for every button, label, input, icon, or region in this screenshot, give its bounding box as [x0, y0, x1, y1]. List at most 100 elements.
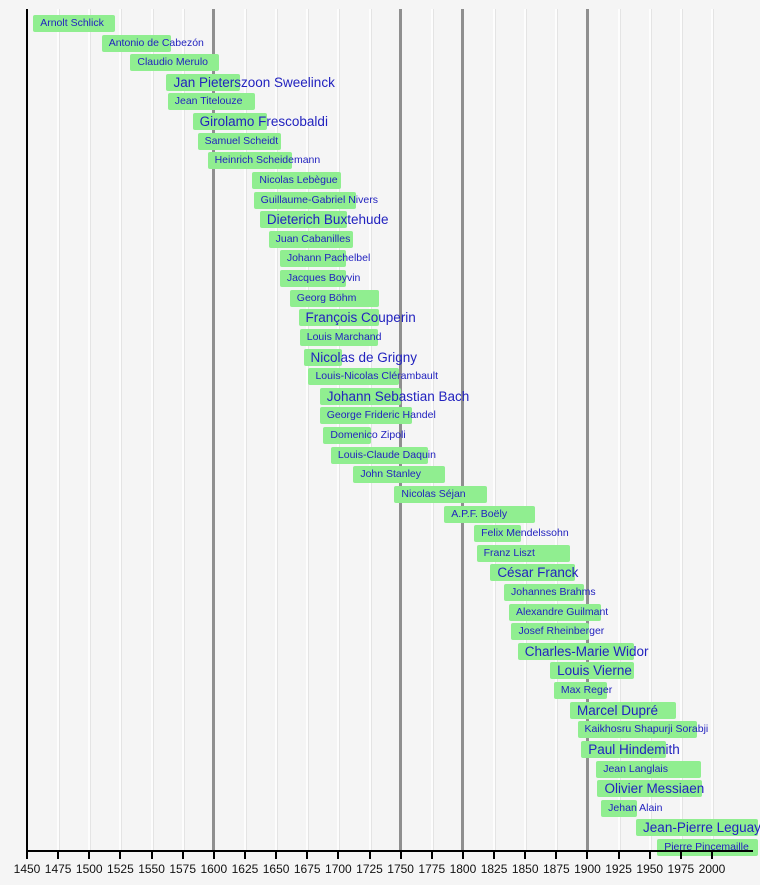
composer-bar[interactable]: Felix Mendelssohn: [474, 525, 569, 543]
composer-name-link[interactable]: Domenico Zipoli: [330, 429, 406, 442]
composer-name-link[interactable]: Marcel Dupré: [577, 702, 659, 718]
composer-bar[interactable]: Pierre Pincemaille: [657, 839, 758, 857]
composer-bar[interactable]: A.P.F. Boëly: [444, 505, 536, 523]
composer-bar[interactable]: George Frideric Handel: [319, 407, 436, 425]
composer-bar[interactable]: Alexandre Guilmant: [509, 603, 608, 621]
composer-name-link[interactable]: Alexandre Guilmant: [516, 605, 609, 618]
composer-name-link[interactable]: Johann Sebastian Bach: [326, 388, 470, 404]
composer-bar[interactable]: John Stanley: [353, 466, 446, 484]
composer-bar[interactable]: César Franck: [490, 564, 579, 582]
composer-name-link[interactable]: Girolamo Frescobaldi: [199, 114, 328, 130]
composer-name-link[interactable]: Felix Mendelssohn: [481, 527, 569, 540]
composer-name-link[interactable]: Nicolas de Grigny: [310, 349, 418, 365]
axis-tick-label: 1900: [574, 862, 601, 876]
composer-bar[interactable]: Josef Rheinberger: [511, 623, 604, 641]
composer-bar[interactable]: Paul Hindemith: [581, 740, 680, 758]
composer-name-link[interactable]: Louis-Nicolas Clérambault: [315, 370, 439, 383]
composer-bar[interactable]: Jean-Pierre Leguay: [636, 819, 760, 837]
composer-name-link[interactable]: Samuel Scheidt: [204, 134, 279, 147]
composer-bar[interactable]: Jan Pieterszoon Sweelinck: [166, 73, 335, 91]
composer-name-link[interactable]: Claudio Merulo: [137, 56, 208, 69]
composer-bar[interactable]: Jehan Alain: [601, 799, 662, 817]
composer-bar[interactable]: Louis Marchand: [299, 328, 381, 346]
composer-name-link[interactable]: Louis Marchand: [306, 330, 382, 343]
composer-name-link[interactable]: Louis-Claude Daquin: [337, 448, 436, 461]
composer-name-link[interactable]: Jehan Alain: [608, 801, 663, 814]
composer-bar[interactable]: Georg Böhm: [289, 289, 380, 307]
gridline-year: [150, 9, 154, 850]
composer-name-link[interactable]: Jean-Pierre Leguay: [643, 820, 760, 836]
axis-tick: [368, 852, 371, 859]
composer-name-link[interactable]: Paul Hindemith: [588, 741, 680, 757]
composer-bar[interactable]: Franz Liszt: [476, 544, 571, 562]
composer-name-link[interactable]: Heinrich Scheidemann: [214, 154, 321, 167]
gridline-year: [275, 9, 279, 850]
composer-bar[interactable]: Jean Titelouze: [167, 93, 255, 111]
era-divider-line: [585, 9, 589, 850]
composer-bar[interactable]: François Couperin: [298, 309, 416, 327]
composer-name-link[interactable]: César Franck: [497, 565, 579, 581]
axis-tick-label: 1975: [667, 862, 695, 876]
composer-name-link[interactable]: Johann Pachelbel: [286, 252, 371, 265]
composer-bar[interactable]: Johann Sebastian Bach: [319, 387, 469, 405]
composer-bar[interactable]: Guillaume-Gabriel Nivers: [253, 191, 378, 209]
composer-bar[interactable]: Claudio Merulo: [130, 54, 219, 72]
composer-bar[interactable]: Olivier Messiaen: [597, 780, 705, 798]
composer-name-link[interactable]: Juan Cabanilles: [275, 232, 351, 245]
gridline-year: [306, 9, 310, 850]
composer-bar[interactable]: Kaikhosru Shapurji Sorabji: [577, 721, 708, 739]
composer-bar[interactable]: Marcel Dupré: [570, 701, 676, 719]
axis-tick: [306, 852, 309, 859]
composer-bar[interactable]: Jean Langlais: [596, 760, 701, 778]
gridline-year: [243, 9, 247, 850]
composer-bar[interactable]: Samuel Scheidt: [197, 132, 282, 150]
composer-bar[interactable]: Johannes Brahms: [504, 583, 596, 601]
composer-bar[interactable]: Louis-Claude Daquin: [330, 446, 436, 464]
composer-bar[interactable]: Charles-Marie Widor: [517, 642, 649, 660]
composer-name-link[interactable]: Josef Rheinberger: [518, 625, 605, 638]
composer-name-link[interactable]: Nicolas Séjan: [401, 487, 466, 500]
composer-name-link[interactable]: Charles-Marie Widor: [524, 643, 649, 659]
composer-name-link[interactable]: Jacques Boyvin: [286, 272, 361, 285]
composer-bar[interactable]: Dieterich Buxtehude: [259, 211, 388, 229]
composer-name-link[interactable]: Jean Titelouze: [174, 95, 243, 108]
composer-bar[interactable]: Johann Pachelbel: [279, 250, 370, 268]
composer-name-link[interactable]: John Stanley: [360, 468, 422, 481]
composer-name-link[interactable]: Georg Böhm: [296, 291, 357, 304]
gridline-year: [119, 9, 123, 850]
composer-name-link[interactable]: Louis Vierne: [557, 663, 632, 679]
composer-bar[interactable]: Nicolas de Grigny: [303, 348, 417, 366]
composer-bar[interactable]: Louis-Nicolas Clérambault: [308, 368, 438, 386]
axis-tick-label: 1725: [356, 862, 383, 876]
y-axis-line: [26, 9, 28, 852]
composer-bar[interactable]: Juan Cabanilles: [268, 230, 354, 248]
composer-name-link[interactable]: Antonio de Cabezón: [108, 36, 204, 49]
composer-bar[interactable]: Nicolas Lebègue: [252, 171, 341, 189]
composer-name-link[interactable]: Nicolas Lebègue: [259, 173, 338, 186]
composer-name-link[interactable]: Dieterich Buxtehude: [266, 212, 389, 228]
composer-name-link[interactable]: Jan Pieterszoon Sweelinck: [173, 74, 335, 90]
composer-bar[interactable]: Jacques Boyvin: [279, 270, 360, 288]
composer-name-link[interactable]: A.P.F. Boëly: [451, 507, 508, 520]
composer-name-link[interactable]: George Frideric Handel: [326, 409, 436, 422]
composer-name-link[interactable]: Max Reger: [560, 684, 613, 697]
composer-bar[interactable]: Max Reger: [553, 682, 612, 700]
composer-name-link[interactable]: Guillaume-Gabriel Nivers: [260, 193, 378, 206]
composer-bar[interactable]: Domenico Zipoli: [323, 427, 406, 445]
axis-tick-label: 1525: [107, 862, 134, 876]
composer-name-link[interactable]: Olivier Messiaen: [604, 781, 705, 797]
composer-name-link[interactable]: Kaikhosru Shapurji Sorabji: [584, 723, 709, 736]
composer-bar[interactable]: Antonio de Cabezón: [101, 34, 204, 52]
composer-bar[interactable]: Heinrich Scheidemann: [207, 152, 320, 170]
composer-name-link[interactable]: Arnolt Schlick: [40, 17, 104, 29]
composer-name-link[interactable]: François Couperin: [305, 310, 416, 326]
composer-name-link[interactable]: Franz Liszt: [483, 546, 535, 559]
axis-tick-label: 1575: [169, 862, 197, 876]
composer-bar[interactable]: Arnolt Schlick: [33, 15, 116, 32]
composer-bar[interactable]: Louis Vierne: [550, 662, 634, 680]
composer-name-link[interactable]: Johannes Brahms: [511, 585, 596, 598]
composer-bar[interactable]: Nicolas Séjan: [394, 485, 487, 503]
composer-bar[interactable]: Girolamo Frescobaldi: [192, 113, 328, 131]
composer-name-link[interactable]: Jean Langlais: [603, 762, 668, 775]
composer-name-link[interactable]: Pierre Pincemaille: [664, 841, 749, 854]
